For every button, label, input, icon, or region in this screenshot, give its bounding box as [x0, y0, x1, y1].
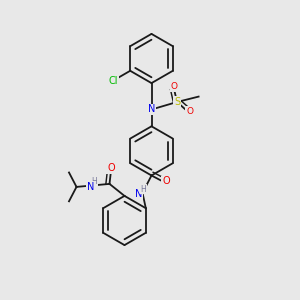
Text: H: H	[140, 185, 146, 194]
Text: O: O	[170, 82, 178, 91]
Text: S: S	[174, 97, 180, 107]
Text: H: H	[92, 177, 98, 186]
Text: O: O	[186, 106, 193, 116]
Text: Cl: Cl	[109, 76, 118, 85]
Text: N: N	[135, 189, 142, 200]
Text: N: N	[87, 182, 94, 192]
Text: O: O	[107, 163, 115, 173]
Text: N: N	[148, 104, 155, 115]
Text: O: O	[162, 176, 170, 187]
